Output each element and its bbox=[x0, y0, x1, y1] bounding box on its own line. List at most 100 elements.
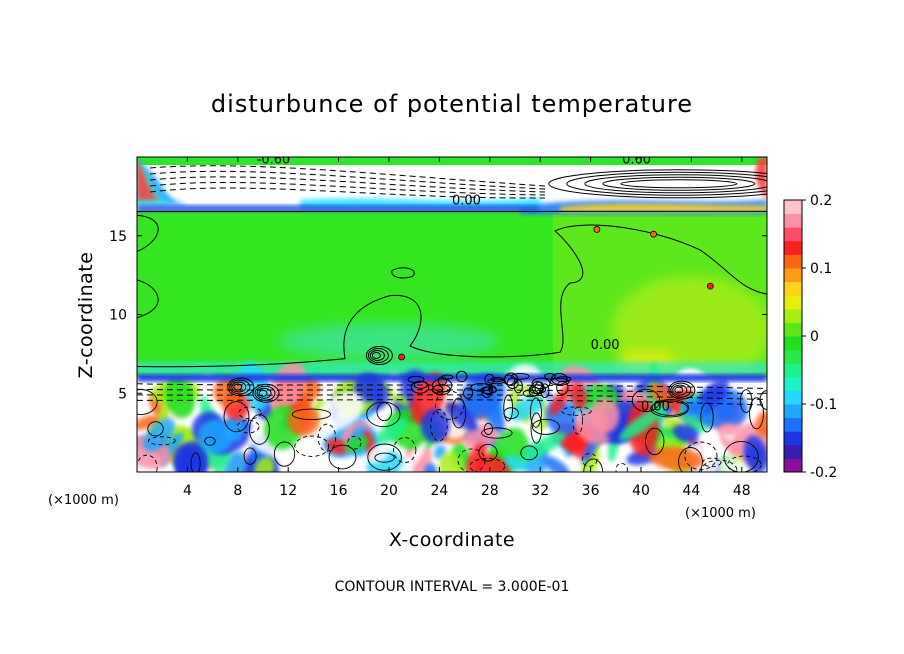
colorbar-swatch bbox=[784, 349, 802, 364]
contour-cluster bbox=[544, 372, 556, 380]
contour-cluster bbox=[437, 376, 447, 386]
turbulent-patch bbox=[420, 408, 450, 443]
contour-lower bbox=[347, 435, 362, 450]
x-unit-label: (×1000 m) bbox=[685, 506, 756, 521]
contour-cluster bbox=[367, 347, 389, 363]
turbulent-patch bbox=[253, 456, 275, 472]
x-tick-label: 4 bbox=[183, 483, 192, 499]
negative-contour-upper bbox=[149, 187, 546, 199]
potential-temperature-field bbox=[137, 157, 767, 472]
contour-cluster bbox=[674, 386, 684, 394]
contour-lower bbox=[702, 457, 722, 467]
contour-lower bbox=[223, 401, 250, 433]
contour-cluster bbox=[227, 377, 255, 397]
contour-lower bbox=[430, 409, 448, 442]
small-anomaly-cell bbox=[706, 282, 714, 290]
contour-lines: -0.60 0.60 0.00 0.00 0.00 bbox=[137, 152, 767, 472]
turbulent-patch bbox=[375, 418, 407, 445]
contour-label: 0.00 bbox=[591, 338, 620, 353]
contour-cluster bbox=[470, 382, 491, 392]
contour-cluster bbox=[365, 345, 393, 365]
contour-cluster bbox=[480, 386, 498, 395]
turbulent-patch bbox=[315, 391, 364, 432]
middle-layer-cool-patch bbox=[279, 323, 499, 360]
colorbar-swatch bbox=[784, 254, 802, 269]
contour-lower bbox=[294, 435, 330, 457]
contour-label: 0.00 bbox=[452, 193, 481, 208]
colorbar-tick-labels: 0.2 0.1 0 -0.1 -0.2 bbox=[802, 193, 837, 481]
turbulent-patch bbox=[439, 451, 464, 472]
contour-lower bbox=[273, 441, 296, 467]
contour-lower bbox=[561, 406, 592, 416]
contour-lower bbox=[530, 412, 543, 444]
negative-contour-upper bbox=[149, 165, 546, 187]
colorbar-tick-label: 0 bbox=[810, 329, 819, 345]
turbulent-patch bbox=[743, 435, 767, 472]
colorbar-swatch bbox=[784, 363, 802, 378]
turbulent-patch bbox=[198, 419, 233, 454]
contour-lower bbox=[238, 406, 262, 420]
contour-cluster bbox=[233, 383, 243, 391]
x-tick-label: 48 bbox=[733, 483, 751, 499]
contour-cluster bbox=[431, 378, 453, 393]
turbulent-patch bbox=[648, 446, 704, 471]
turbulent-patch bbox=[541, 455, 570, 472]
turbulent-patch bbox=[755, 411, 767, 437]
contour-lower bbox=[366, 401, 401, 428]
contour-cluster bbox=[556, 380, 569, 395]
contour-cluster bbox=[510, 372, 530, 380]
small-anomaly-cell bbox=[593, 226, 601, 233]
contour-lower bbox=[328, 444, 357, 470]
contour-lower bbox=[700, 459, 738, 472]
contour-cluster bbox=[549, 377, 570, 386]
turbulent-patch bbox=[518, 432, 566, 463]
colorbar-swatch bbox=[784, 376, 802, 391]
positive-contour-upper bbox=[602, 176, 756, 191]
contour-lower bbox=[615, 462, 628, 472]
contour-label: -0.60 bbox=[257, 152, 291, 167]
colorbar-swatch bbox=[784, 390, 802, 405]
colorbar-tick-label: 0.2 bbox=[810, 193, 832, 209]
contour-label: 0.60 bbox=[622, 152, 651, 167]
upper-layer-edge-patch bbox=[137, 205, 540, 212]
contour-lower bbox=[481, 427, 513, 439]
contour-lower bbox=[367, 443, 402, 471]
x-tick-label: 16 bbox=[330, 483, 348, 499]
turbulent-patch bbox=[700, 432, 719, 469]
colorbar-swatch bbox=[784, 213, 802, 228]
y-tick-label: 10 bbox=[109, 308, 127, 324]
contour-cluster bbox=[540, 383, 550, 398]
upper-layer-edge-patch bbox=[137, 160, 160, 200]
small-anomaly-cell bbox=[650, 230, 657, 238]
contour-lower bbox=[393, 437, 417, 463]
positive-contour-upper bbox=[620, 179, 738, 189]
turbulent-patch bbox=[482, 387, 505, 434]
contour-cluster bbox=[463, 387, 474, 399]
contour-cluster bbox=[455, 370, 468, 383]
contour-lower bbox=[727, 455, 762, 472]
colorbar-tick-label: 0.1 bbox=[810, 261, 832, 277]
contour-lower bbox=[503, 407, 519, 419]
negative-contour-upper bbox=[149, 170, 546, 190]
contour-lower bbox=[451, 397, 467, 429]
contour-lower bbox=[137, 454, 158, 472]
contour-cluster bbox=[231, 381, 247, 393]
zero-contour bbox=[391, 267, 415, 279]
contour-cluster bbox=[487, 378, 506, 385]
contour-cluster bbox=[229, 379, 251, 395]
contour-cluster bbox=[371, 351, 381, 359]
contour-lower bbox=[749, 397, 764, 430]
colorbar-swatch bbox=[784, 295, 802, 310]
zero-contour-middle bbox=[137, 224, 767, 368]
z-unit-label: (×1000 m) bbox=[48, 493, 119, 508]
chart-title: disturbunce of potential temperature bbox=[211, 90, 693, 118]
x-tick-label: 40 bbox=[632, 483, 650, 499]
colorbar bbox=[783, 199, 803, 473]
negative-contour-upper bbox=[149, 181, 546, 196]
y-axis-label: Z-coordinate bbox=[75, 252, 97, 379]
x-tick-label: 28 bbox=[481, 483, 499, 499]
colorbar-swatch bbox=[784, 404, 802, 419]
contour-cluster bbox=[254, 385, 276, 401]
turbulent-patch bbox=[164, 377, 196, 419]
contour-lower bbox=[478, 443, 498, 462]
